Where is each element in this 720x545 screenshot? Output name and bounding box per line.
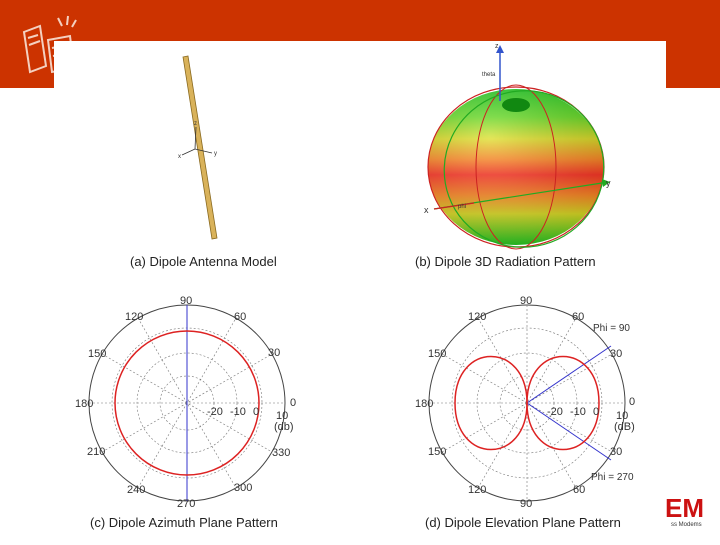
dipole-rod	[182, 55, 218, 240]
x-label: x	[424, 205, 429, 215]
theta-label: theta	[482, 72, 496, 78]
angle-bottom-120: 120	[468, 484, 486, 496]
angle-bottom-30: 30	[610, 446, 622, 458]
phi-label: phi	[458, 204, 466, 210]
angle-30: 30	[268, 347, 280, 359]
angle-0: 0	[629, 396, 635, 408]
radial-label-minus10: -10	[570, 406, 586, 418]
angle-240: 240	[127, 484, 145, 496]
angle-150: 150	[428, 348, 446, 360]
elevation-lobe-right	[526, 355, 600, 451]
figure-panel: z y x	[54, 41, 666, 540]
angle-330: 330	[272, 447, 290, 459]
radial-label-0: 0	[253, 406, 259, 418]
radial-label-minus20: -20	[207, 406, 223, 418]
angle-180: 180	[75, 398, 93, 410]
radial-label-10: 10	[276, 410, 288, 422]
angle-270: 270	[177, 498, 195, 510]
angle-bottom-90: 90	[520, 498, 532, 510]
caption-d: (d) Dipole Elevation Plane Pattern	[425, 515, 621, 530]
x-axis-label: x	[178, 154, 181, 160]
phi-270-line	[526, 402, 612, 461]
z-axis-line	[194, 126, 197, 150]
angle-210: 210	[87, 446, 105, 458]
donut-hole	[502, 98, 530, 112]
z-label: z	[495, 43, 499, 50]
angle-300: 300	[234, 482, 252, 494]
caption-c: (c) Dipole Azimuth Plane Pattern	[90, 515, 278, 530]
radiation-pattern-3d: z theta y x phi	[424, 43, 611, 250]
y-label: y	[606, 178, 611, 188]
brand-logo-subtext: ss Modems	[671, 522, 702, 528]
dipole-figure: z y x	[75, 43, 635, 510]
elevation-unit: (dB)	[614, 421, 635, 433]
y-axis-label: y	[214, 151, 217, 157]
angle-120: 120	[125, 311, 143, 323]
z-axis-label: z	[194, 121, 197, 127]
azimuth-pattern	[114, 330, 260, 476]
angle-60: 60	[234, 311, 246, 323]
angle-bottom-150: 150	[428, 446, 446, 458]
brand-logo-text: EM	[665, 493, 704, 523]
angle-120: 120	[468, 311, 486, 323]
radial-label-minus20: -20	[547, 406, 563, 418]
elevation-lobe-left	[454, 355, 528, 451]
radial-label-10: 10	[616, 410, 628, 422]
angle-60: 60	[572, 311, 584, 323]
angle-top-90: 90	[520, 295, 532, 307]
caption-b: (b) Dipole 3D Radiation Pattern	[415, 254, 596, 269]
phi-270-label: Phi = 270	[591, 472, 634, 483]
dipole-antenna-model: z y x	[178, 55, 218, 240]
angle-30: 30	[610, 348, 622, 360]
angle-150: 150	[88, 348, 106, 360]
y-axis-line	[194, 148, 213, 154]
azimuth-polar-plot: 90 60 30 0 330 300 270 240 210 180 150 1…	[75, 295, 296, 510]
angle-180: 180	[415, 398, 433, 410]
elevation-polar-plot: 90 60 30 0 30 60 90 120 150 180 150 120 …	[415, 295, 635, 510]
radial-label-minus10: -10	[230, 406, 246, 418]
brand-logo: EM ss Modems	[661, 494, 720, 534]
azimuth-unit: (db)	[274, 421, 294, 433]
radial-label-0: 0	[593, 406, 599, 418]
angle-bottom-60: 60	[573, 484, 585, 496]
x-axis-line	[181, 148, 196, 156]
x-axis-arrow	[433, 202, 475, 210]
angle-0: 0	[290, 397, 296, 409]
phi-90-label: Phi = 90	[593, 323, 630, 334]
caption-a: (a) Dipole Antenna Model	[130, 254, 277, 269]
phi-90-line	[526, 345, 612, 404]
angle-90: 90	[180, 295, 192, 307]
